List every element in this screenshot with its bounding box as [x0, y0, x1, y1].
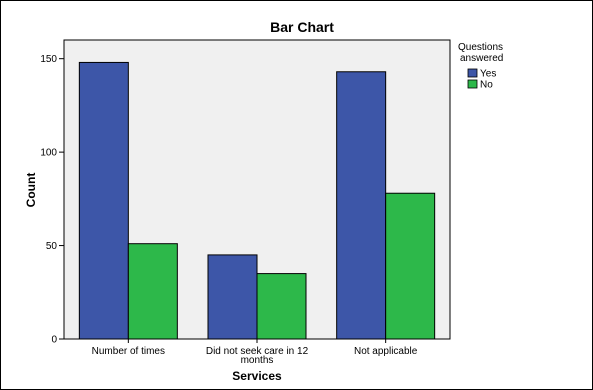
bar-no-3	[385, 192, 436, 340]
y-tick-label: 150	[40, 54, 57, 65]
legend-title-line-1: Questions	[458, 42, 503, 53]
bars-group	[78, 61, 436, 340]
y-axis-label: Count	[24, 173, 38, 208]
x-axis: Number of times Did not seek care in 12 mo…	[92, 339, 418, 366]
legend-swatch-yes	[467, 68, 478, 78]
x-tick-label: Did not seek care in 12 months	[206, 346, 309, 366]
bar-yes-1	[78, 61, 129, 340]
y-tick-label: 0	[51, 335, 57, 346]
y-axis: 0 50 100 150	[40, 54, 64, 346]
bar-yes-2	[207, 254, 258, 340]
y-tick-label: 100	[40, 148, 57, 159]
x-tick-label: Not applicable	[354, 346, 418, 357]
legend-title-line-2: answered	[460, 53, 503, 64]
legend-label-no: No	[480, 80, 493, 91]
x-axis-label: Services	[232, 369, 282, 383]
legend-label-yes: Yes	[480, 69, 496, 80]
x-tick-label: Number of times	[92, 346, 165, 357]
legend-swatch-no	[467, 79, 478, 89]
chart-title: Bar Chart	[270, 19, 334, 35]
bar-yes-3	[336, 71, 387, 340]
bar-no-1	[127, 243, 178, 340]
bar-no-2	[256, 273, 307, 340]
y-tick-label: 50	[46, 241, 58, 252]
